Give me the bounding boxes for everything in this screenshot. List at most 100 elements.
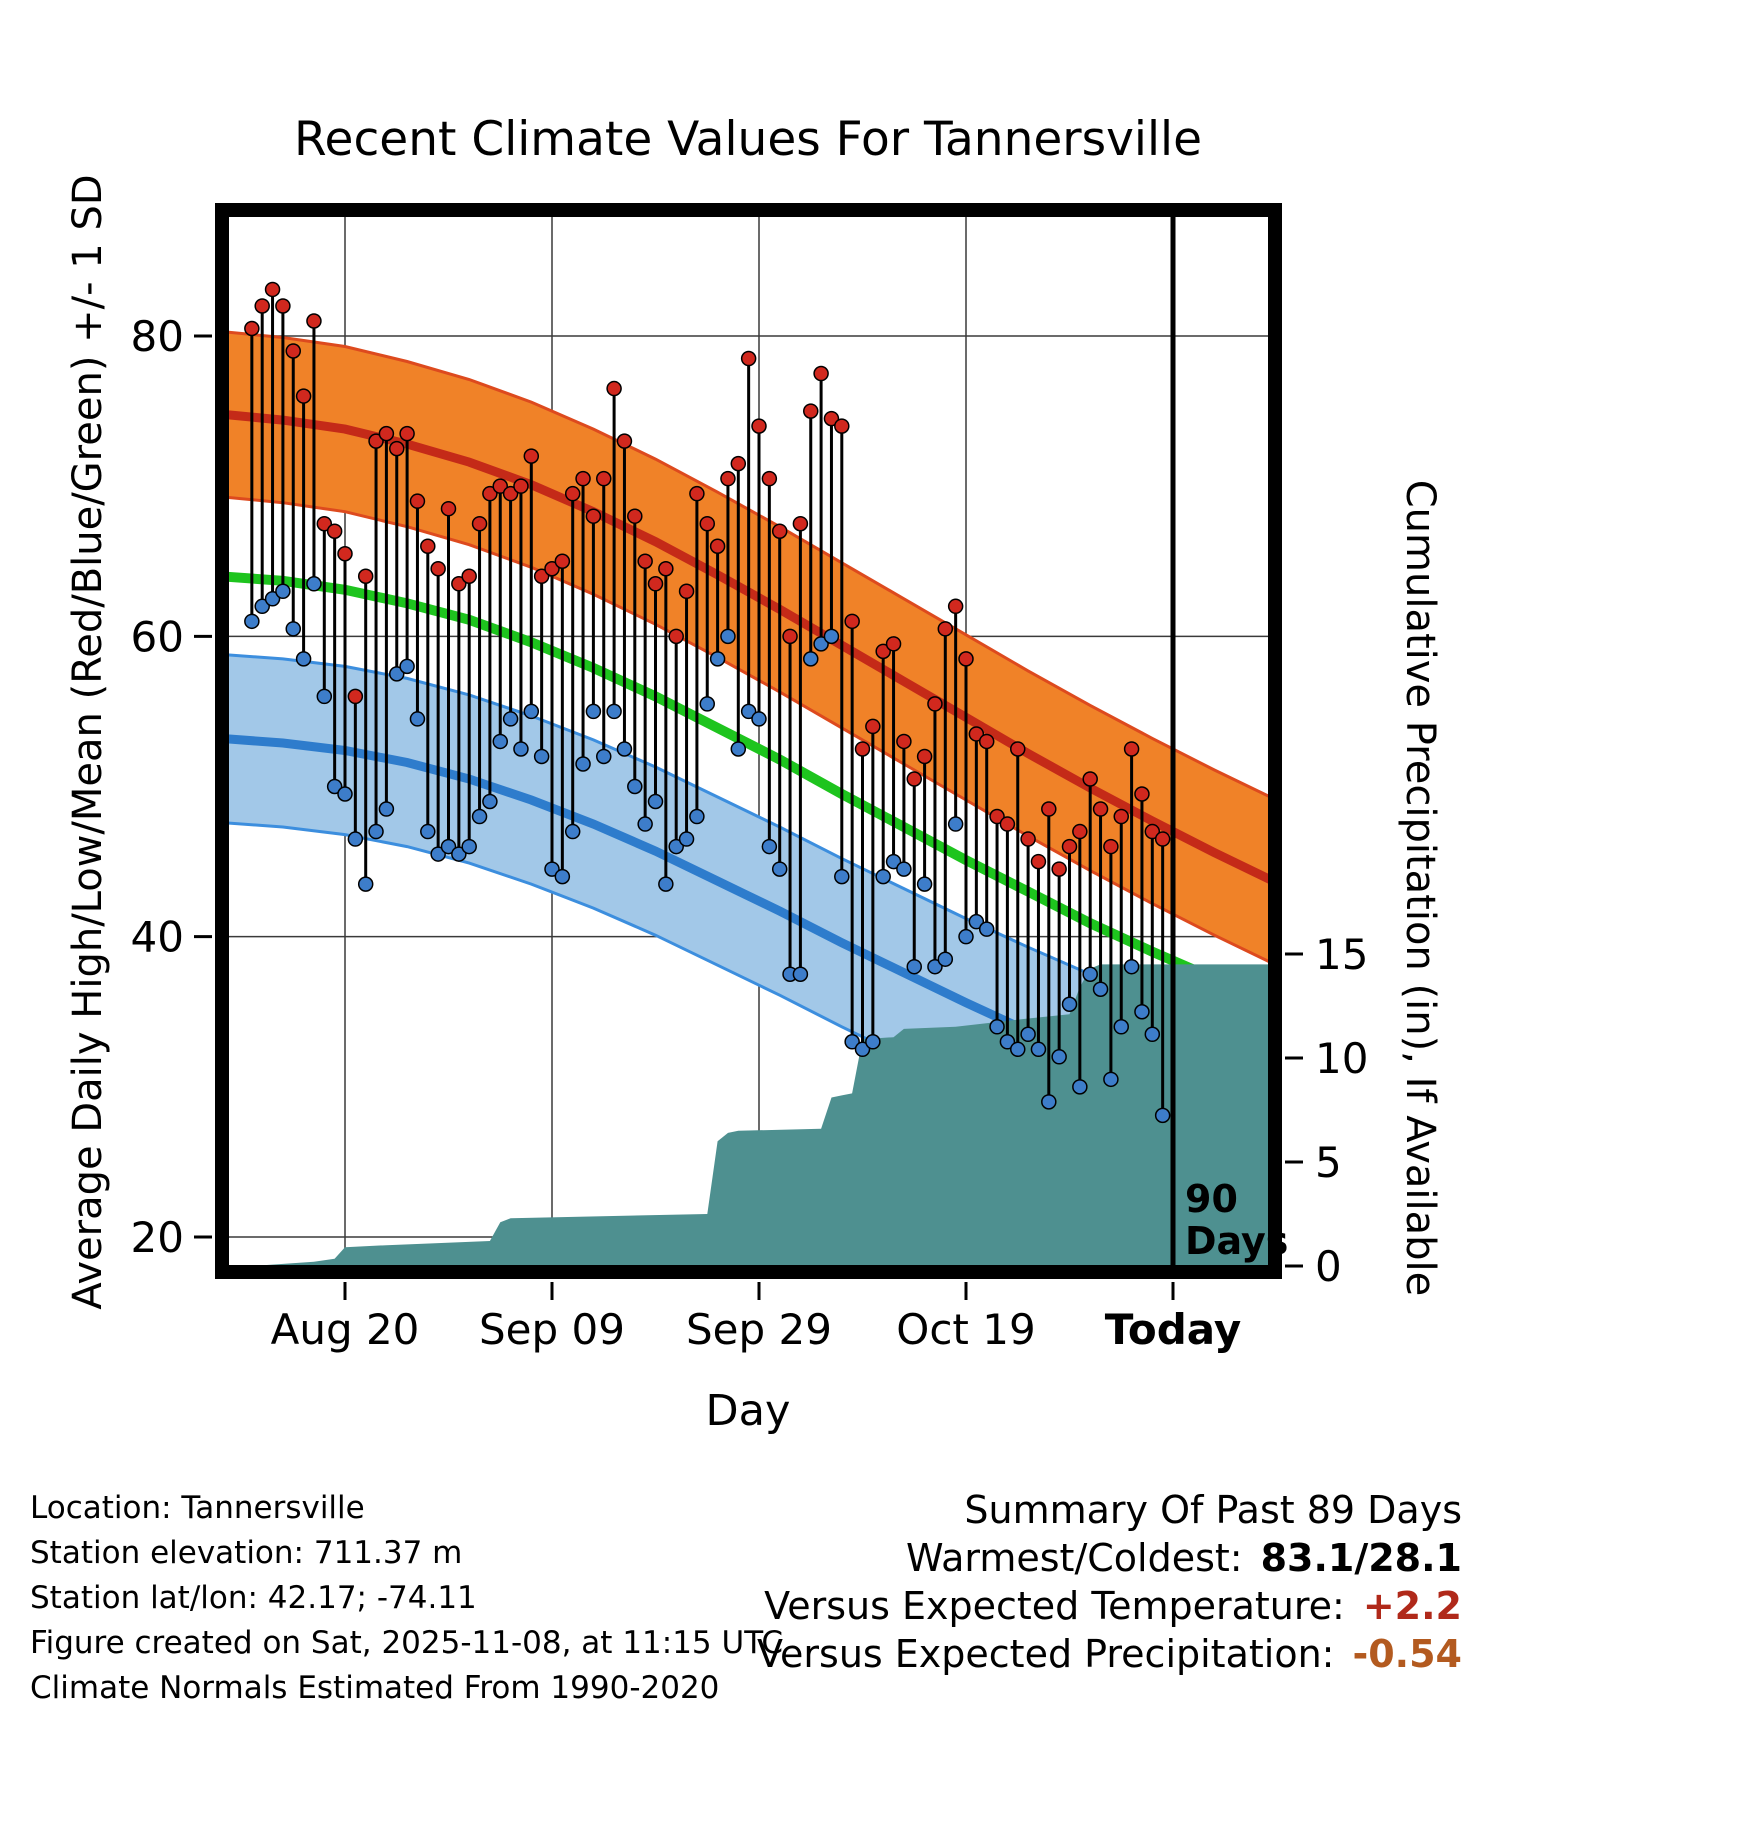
- daily-high-dot: [906, 771, 922, 787]
- daily-high-dot: [616, 433, 633, 449]
- daily-high-dot: [1103, 838, 1119, 855]
- daily-high-dot: [937, 621, 954, 637]
- cumulative-precip-area: [221, 964, 1277, 1266]
- daily-high-dot: [1082, 771, 1098, 787]
- daily-low-dot: [1041, 1094, 1057, 1110]
- daily-high-dot: [554, 553, 571, 570]
- daily-low-dot: [1123, 958, 1140, 975]
- daily-low-dot: [295, 651, 312, 667]
- daily-low-dot: [461, 838, 477, 855]
- daily-low-dot: [1113, 1019, 1129, 1035]
- daily-high-dot: [502, 485, 519, 502]
- daily-high-dot: [1051, 861, 1067, 877]
- daily-high-dot: [564, 485, 581, 502]
- daily-high-dot: [782, 628, 798, 645]
- daily-low-dot: [482, 793, 498, 810]
- daily-high-dot: [544, 561, 560, 577]
- daily-high-dot: [896, 733, 912, 750]
- daily-low-dot: [720, 628, 736, 645]
- summary-value-1: +2.2: [1362, 1584, 1462, 1628]
- daily-low-dot: [689, 808, 705, 825]
- daily-low-dot: [533, 748, 550, 765]
- daily-high-dot: [357, 568, 374, 585]
- daily-low-dot: [668, 838, 684, 855]
- daily-low-dot: [337, 786, 353, 802]
- right-tick-label: 15: [1315, 930, 1368, 979]
- daily-low-dot: [771, 861, 788, 877]
- daily-high-dot: [627, 508, 643, 524]
- daily-low-dot: [409, 711, 426, 727]
- daily-low-dot: [347, 831, 364, 847]
- normals-source: Climate Normals Estimated From 1990-2020: [30, 1670, 720, 1706]
- daily-low-dot: [606, 703, 622, 720]
- x-tick-label: Oct 19: [896, 1305, 1035, 1354]
- daily-low-dot: [275, 583, 291, 600]
- daily-high-dot: [461, 568, 477, 585]
- daily-high-dot: [885, 636, 902, 652]
- x-axis-label: Day: [705, 1386, 791, 1436]
- daily-high-dot: [451, 576, 467, 592]
- daily-low-dot: [420, 823, 436, 840]
- daily-low-dot: [368, 823, 384, 840]
- summary-block: Summary Of Past 89 Days Warmest/Coldest:…: [757, 1486, 1462, 1678]
- daily-low-dot: [896, 861, 912, 877]
- daily-low-dot: [813, 636, 829, 652]
- daily-high-dot: [482, 485, 498, 502]
- daily-high-dot: [1144, 823, 1161, 840]
- daily-low-dot: [399, 658, 415, 675]
- daily-high-dot: [275, 298, 291, 314]
- daily-low-dot: [1103, 1071, 1119, 1088]
- vs-temperature-label: Versus Expected Temperature:: [764, 1584, 1345, 1628]
- daily-low-dot: [885, 853, 902, 870]
- daily-high-dot: [668, 628, 684, 645]
- daily-low-dot: [564, 823, 581, 840]
- daily-high-dot: [1154, 831, 1171, 847]
- daily-high-dot: [420, 538, 436, 554]
- x-tick-label: Today: [1105, 1305, 1241, 1354]
- daily-high-dot: [264, 281, 281, 298]
- daily-low-dot: [1154, 1107, 1171, 1124]
- daily-low-dot: [947, 816, 964, 832]
- daily-high-dot: [730, 455, 747, 472]
- right-axis-label: Cumulative Precipitation (in), If Availa…: [1397, 479, 1443, 1297]
- figure-created: Figure created on Sat, 2025-11-08, at 11…: [30, 1625, 783, 1661]
- plot-area: 90 Days 20 40 60 80 0 5 10 15 Aug 20 Sep 09 Sep 29 Oc…: [131, 203, 1368, 1354]
- daily-low-dot: [999, 1034, 1016, 1050]
- daily-high-dot: [875, 643, 891, 660]
- daily-high-dot: [523, 448, 540, 464]
- daily-low-dot: [865, 1034, 881, 1050]
- daily-low-dot: [616, 741, 633, 757]
- daily-low-dot: [544, 861, 560, 877]
- daily-low-dot: [1144, 1026, 1161, 1043]
- daily-low-dot: [854, 1041, 871, 1058]
- daily-low-dot: [647, 793, 664, 810]
- daily-high-dot: [978, 733, 995, 750]
- daily-low-dot: [699, 696, 715, 712]
- daily-high-dot: [285, 343, 301, 359]
- daily-low-dot: [389, 666, 405, 682]
- daily-low-dot: [285, 621, 301, 637]
- daily-low-dot: [264, 591, 281, 607]
- daily-high-dot: [244, 320, 260, 337]
- summary-value-2: -0.54: [1352, 1632, 1462, 1676]
- daily-low-dot: [803, 651, 819, 667]
- daily-low-dot: [440, 838, 457, 855]
- summary-row-warmest-coldest: Warmest/Coldest: 83.1/28.1: [757, 1534, 1462, 1582]
- daily-high-dot: [771, 523, 788, 539]
- daily-low-dot: [492, 733, 508, 750]
- daily-low-dot: [1072, 1079, 1088, 1095]
- daily-high-dot: [513, 478, 529, 494]
- daily-high-dot: [958, 651, 974, 667]
- summary-row-vs-precipitation: Versus Expected Precipitation: -0.54: [757, 1630, 1462, 1678]
- daily-low-dot: [678, 831, 695, 847]
- daily-high-dot: [492, 478, 508, 494]
- daily-high-dot: [999, 816, 1016, 832]
- daily-high-dot: [916, 748, 933, 765]
- x-tick-label: Sep 29: [686, 1305, 832, 1354]
- right-tick-label: 10: [1315, 1034, 1368, 1083]
- warmest-coldest-label: Warmest/Coldest:: [905, 1536, 1243, 1580]
- plot-border: [215, 203, 1282, 1279]
- daily-low-dot: [916, 876, 933, 892]
- daily-low-dot: [575, 756, 591, 772]
- daily-low-dot: [740, 703, 757, 720]
